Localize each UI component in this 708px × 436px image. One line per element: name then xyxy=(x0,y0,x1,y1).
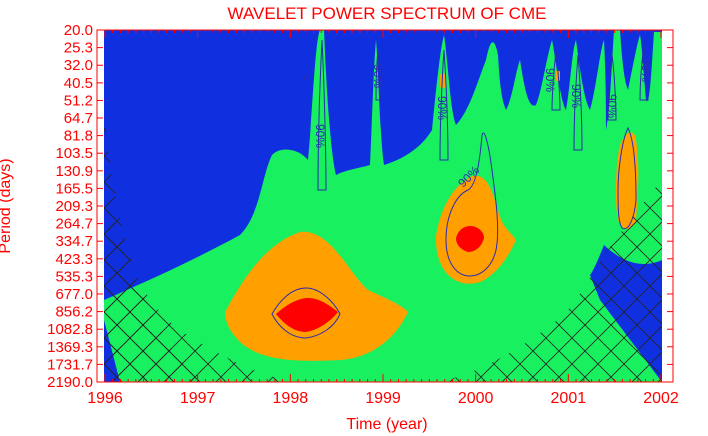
y-tick-label: 51.2 xyxy=(64,92,93,109)
contour-2001-8 xyxy=(639,44,649,101)
x-tick-label: 1999 xyxy=(365,390,401,407)
y-tick-label: 677.0 xyxy=(55,286,93,303)
y-tick-label: 20.0 xyxy=(64,22,93,39)
contour-label: 90% xyxy=(543,68,557,92)
y-axis: 20.025.332.040.551.264.781.8103.5130.916… xyxy=(47,22,673,391)
y-tick-label: 535.3 xyxy=(55,268,93,285)
y-tick-label: 1731.7 xyxy=(47,356,93,373)
y-tick-label: 64.7 xyxy=(64,110,93,127)
contour-2001-4 xyxy=(607,54,617,121)
y-tick-label: 81.8 xyxy=(64,128,93,145)
y-tick-label: 423.3 xyxy=(55,251,93,268)
x-tick-label: 2000 xyxy=(458,390,494,407)
contour-label: 90% xyxy=(435,96,449,120)
significance-contours xyxy=(271,39,649,339)
x-axis: 1996 1997 1998 1999 2000 2001 2002 xyxy=(87,30,679,407)
plot-area: 90% 90% 90% 90% 90% 90% 90% 90% xyxy=(104,30,662,382)
y-tick-label: 2190.0 xyxy=(47,374,93,391)
high-power-region-1998 xyxy=(225,231,408,361)
peak-power-region-1998 xyxy=(276,298,338,332)
peak-power-region-2000 xyxy=(456,226,484,252)
chart-title: WAVELET POWER SPECTRUM OF CME xyxy=(228,4,547,23)
contour-left-edge xyxy=(303,73,309,81)
contour-2000-8 xyxy=(551,49,561,111)
contour-label: 90% xyxy=(605,94,619,118)
y-tick-label: 264.7 xyxy=(55,216,93,233)
contour-2001-6 xyxy=(617,126,637,230)
contour-label: 90% xyxy=(639,58,653,82)
y-axis-label: Period (days) xyxy=(0,158,14,253)
y-tick-label: 32.0 xyxy=(64,57,93,74)
contour-label: 90% xyxy=(371,64,385,88)
contour-1998-upper xyxy=(317,39,327,191)
y-tick-label: 1082.8 xyxy=(47,321,93,338)
contour-1999 xyxy=(375,49,381,101)
contour-label: 90% xyxy=(313,124,327,148)
y-tick-label: 1369.3 xyxy=(47,339,93,356)
y-tick-label: 103.5 xyxy=(55,145,93,162)
x-tick-label: 2002 xyxy=(643,390,679,407)
x-axis-label: Time (year) xyxy=(346,416,427,433)
y-tick-label: 40.5 xyxy=(64,75,93,92)
x-tick-label: 1998 xyxy=(273,390,309,407)
x-tick-label: 2001 xyxy=(551,390,587,407)
y-tick-label: 165.5 xyxy=(55,180,93,197)
y-tick-label: 334.7 xyxy=(55,233,93,250)
high-power-region-2001 xyxy=(615,132,639,229)
contour-1999-7 xyxy=(439,49,449,161)
contour-2001-1 xyxy=(573,54,583,151)
y-tick-label: 130.9 xyxy=(55,163,93,180)
y-tick-label: 856.2 xyxy=(55,304,93,321)
contour-2000 xyxy=(445,132,499,277)
contour-1998 xyxy=(271,287,341,339)
cone-of-influence-left xyxy=(104,110,200,382)
contour-label: 90% xyxy=(569,84,583,108)
x-tick-label: 1997 xyxy=(180,390,216,407)
x-tick-label: 1996 xyxy=(87,390,123,407)
y-tick-label: 209.3 xyxy=(55,198,93,215)
y-tick-label: 25.3 xyxy=(64,40,93,57)
